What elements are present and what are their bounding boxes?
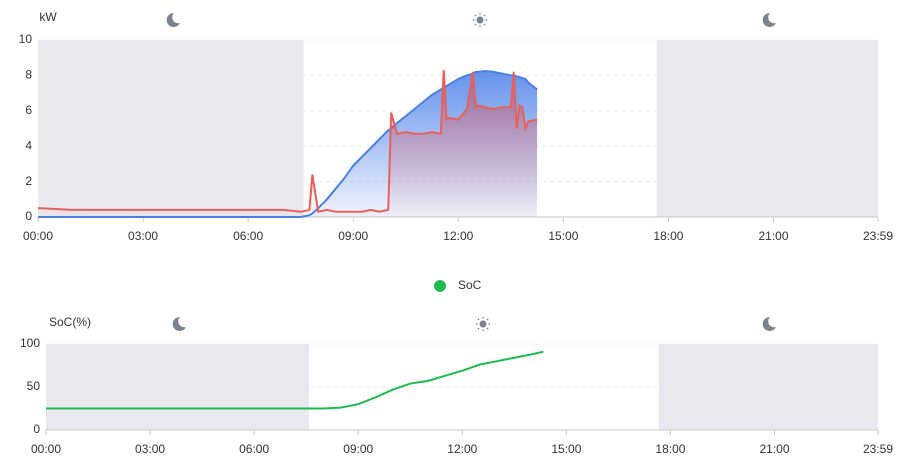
moon-icon [762,12,776,27]
y-tick-label: 8 [25,68,32,82]
y-tick-label: 0 [25,209,32,223]
moon-icon [762,316,776,331]
y-tick-label: 100 [20,336,40,350]
sun-icon [473,13,487,27]
x-tick-label: 21:00 [758,229,788,243]
x-tick-label: 06:00 [233,229,263,243]
y-tick-label: 50 [27,379,41,393]
x-tick-label: 15:00 [548,229,578,243]
sun-icon [476,317,490,331]
x-tick-label: 09:00 [343,442,373,456]
x-tick-label: 00:00 [23,229,53,243]
x-tick-label: 12:00 [447,442,477,456]
x-tick-label: 06:00 [239,442,269,456]
area [38,70,538,217]
y-axis-label: kW [39,10,57,24]
y-tick-label: 10 [19,32,33,46]
legend-marker [434,280,446,292]
icons [166,12,776,331]
x-tick-label: 03:00 [128,229,158,243]
x-tick-label: 18:00 [655,442,685,456]
x-tick-label: 23:59 [863,442,893,456]
y-tick-label: 4 [25,138,32,152]
y-tick-label: 2 [25,174,32,188]
legend-label: SoC [458,278,482,292]
y-axis-label: SoC(%) [49,315,91,329]
line [37,70,538,213]
x-tick-label: 15:00 [551,442,581,456]
x-tick-label: 00:00 [31,442,61,456]
x-tick-label: 12:00 [443,229,473,243]
x-tick-label: 23:59 [863,229,893,243]
line [46,350,544,410]
moon-icon [166,12,180,27]
x-tick-label: 18:00 [653,229,683,243]
night-band [38,40,304,217]
x-tick-label: 09:00 [338,229,368,243]
moon-icon [172,316,186,331]
x-tick-label: 21:00 [759,442,789,456]
charts: kW 0 2 4 6 8 10 00:00 03:00 06:00 09:00 12:00 15:00 1… [19,10,894,456]
x-tick-label: 03:00 [135,442,165,456]
y-tick-label: 0 [33,422,40,436]
night-band [656,40,878,217]
y-tick-label: 6 [25,103,32,117]
